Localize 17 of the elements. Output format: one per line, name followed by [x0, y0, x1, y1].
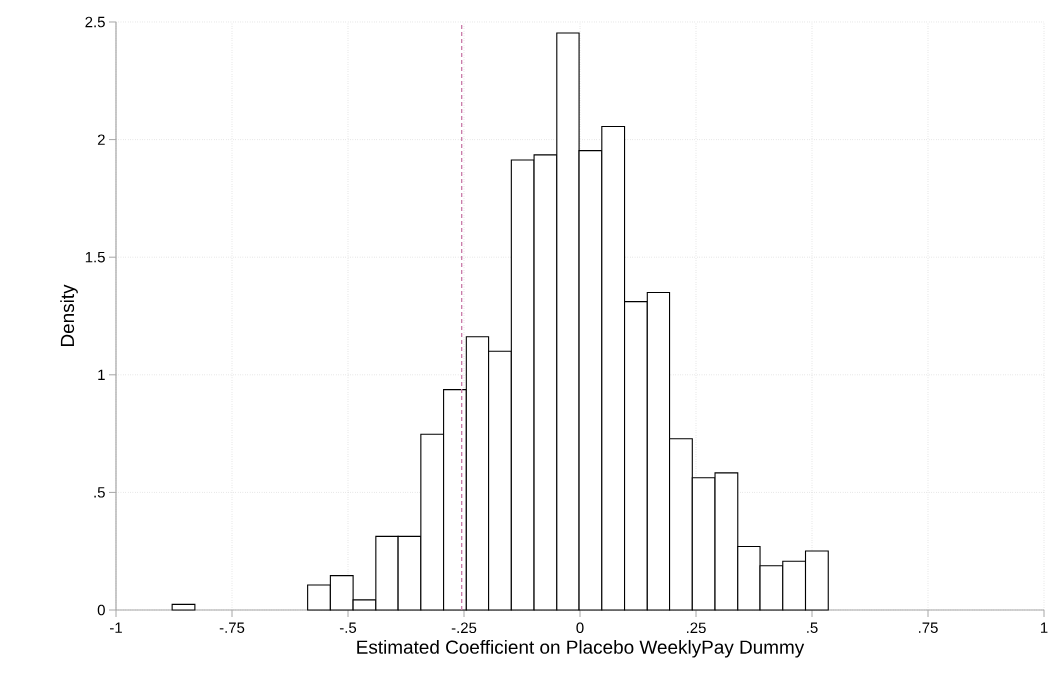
- x-tick-label: -1: [110, 622, 122, 633]
- x-tick-label: -.5: [339, 622, 357, 633]
- x-tick-label: .25: [686, 622, 706, 634]
- y-tick-label: 2: [97, 134, 105, 145]
- x-tick-label: -.25: [451, 622, 477, 634]
- x-tick-label: .75: [918, 622, 938, 633]
- y-tick-label: 1: [98, 369, 105, 380]
- y-axis-title: Density: [60, 284, 78, 347]
- x-tick-label: .5: [807, 622, 818, 633]
- x-axis-title: Estimated Coefficient on Placebo WeeklyPay Dummy: [357, 639, 805, 658]
- y-tick-label: 1.5: [85, 251, 105, 263]
- x-tick-label: -.75: [219, 622, 245, 633]
- y-tick-label: 2.5: [85, 16, 105, 28]
- x-tick-label: 0: [576, 622, 584, 634]
- y-tick-label: 0: [97, 604, 105, 616]
- x-tick-label: 1: [1041, 622, 1048, 633]
- y-tick-label: .5: [94, 487, 105, 498]
